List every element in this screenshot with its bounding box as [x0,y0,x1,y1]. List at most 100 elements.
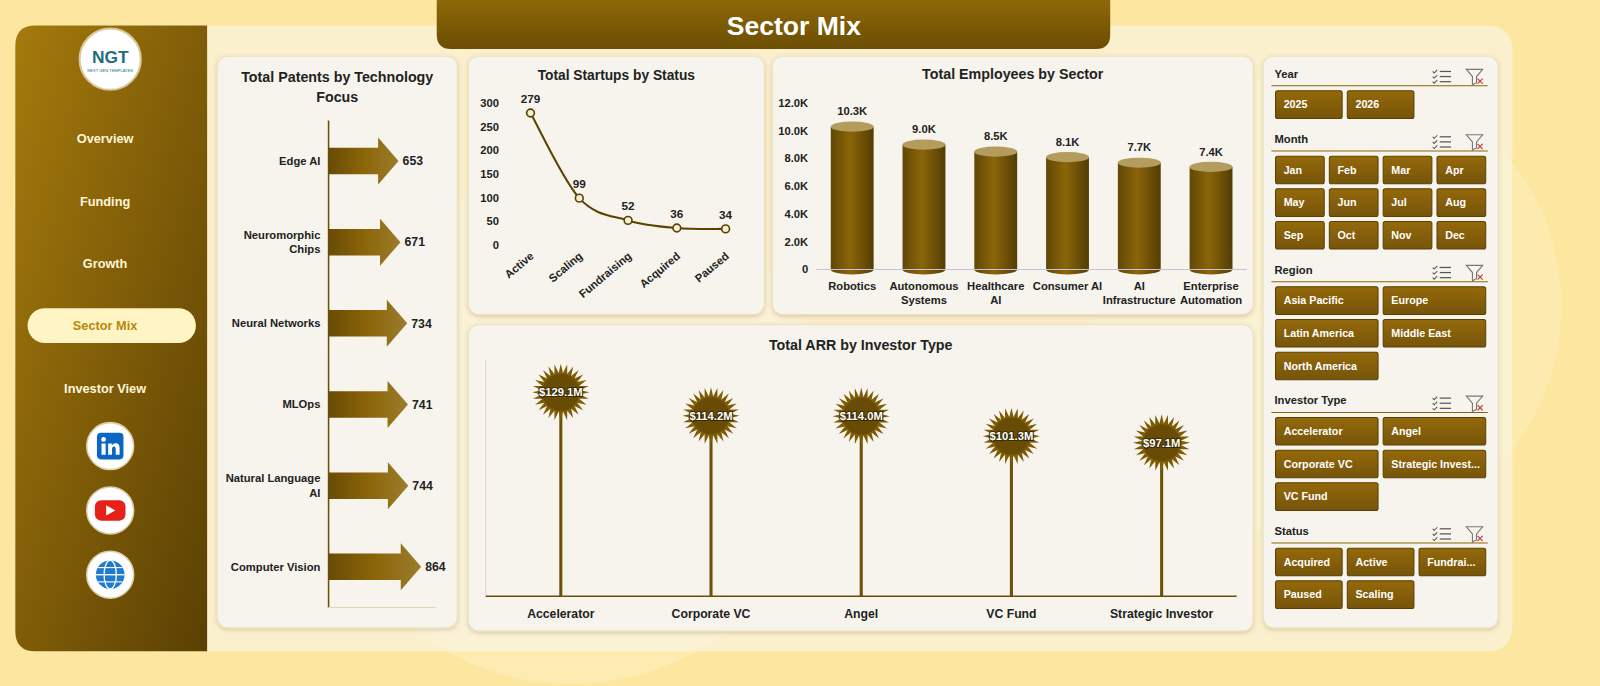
slicer-button[interactable] [1347,548,1414,576]
slicer-item[interactable]: May [1284,196,1305,208]
slicer-item[interactable]: Acquired [1284,556,1330,568]
plot [527,109,730,233]
slicer-button[interactable] [1276,320,1379,348]
slicer-button[interactable] [1276,222,1325,250]
slicer-item[interactable]: North America [1284,360,1358,372]
slicer-item[interactable]: Nov [1391,229,1411,241]
icon-clear-filter[interactable] [1466,135,1482,150]
icon-part [1440,408,1451,409]
plot [329,138,422,591]
chart-title: Total Employees by Sector [922,66,1104,82]
slicer-item[interactable]: Asia Pacific [1284,294,1344,306]
data-label: $101.3M [990,430,1034,442]
slicer-button[interactable] [1383,156,1432,184]
slicer-button[interactable] [1276,189,1325,217]
label-line: Autonomous [889,280,958,292]
icon-clear-filter[interactable] [1466,396,1482,411]
slicer-button[interactable] [1437,156,1486,184]
icon-part [1440,146,1451,147]
data-label: 8.5K [984,130,1008,142]
slicer-item[interactable]: Active [1355,556,1387,568]
slicer-button[interactable] [1276,581,1343,609]
icon-part [1440,528,1451,529]
chart-title: Total ARR by Investor Type [769,337,953,353]
icon-part [1440,267,1451,268]
icon-part [1433,271,1438,274]
nav-active[interactable] [28,308,196,343]
slicer-item[interactable]: Oct [1338,229,1356,241]
slicer-button[interactable] [1276,91,1343,119]
axis-line [486,595,1237,597]
slicer-button[interactable] [1383,222,1432,250]
slicer-button[interactable] [1383,418,1486,446]
tick-label: Neural Networks [232,317,321,329]
bar [329,543,422,590]
slicer-item[interactable]: 2025 [1284,98,1308,110]
axis-line [328,120,330,607]
label-line: AI [990,294,1001,306]
slicer-item[interactable]: Dec [1445,229,1465,241]
slicer-item[interactable]: Fundrai... [1427,556,1475,568]
slicer-button[interactable] [1383,450,1486,478]
slicer-button[interactable] [1276,156,1325,184]
nav-item[interactable]: Investor View [64,381,146,396]
nav-item[interactable]: Funding [80,194,130,209]
slicer-button[interactable] [1276,483,1379,511]
icon-part [1433,276,1438,279]
icon[interactable] [87,423,134,470]
slicer-button[interactable] [1329,156,1378,184]
marker-head [1143,424,1180,461]
slicer-button[interactable] [1329,189,1378,217]
background [0,0,1600,686]
slicer-item[interactable]: Europe [1391,294,1428,306]
slicer-underline [1271,543,1487,544]
slicer-button[interactable] [1383,287,1486,315]
nav-item[interactable]: Sector Mix [73,318,137,333]
slicer-button[interactable] [1276,450,1379,478]
icon-clear-filter[interactable] [1466,265,1482,280]
slicer-underline [1271,85,1487,86]
point [624,217,632,225]
slicer-button[interactable] [1329,222,1378,250]
slicer-button[interactable] [1383,320,1486,348]
slicer-item[interactable]: Latin America [1284,327,1355,339]
icon-clear-filter[interactable] [1466,527,1482,542]
slicer-item[interactable]: Aug [1445,196,1466,208]
slicer-item[interactable]: Jan [1284,164,1302,176]
slicer-item[interactable]: Jul [1391,196,1406,208]
slicer-item[interactable]: Apr [1445,164,1463,176]
slicer-item[interactable]: Accelerator [1284,425,1343,437]
slicer-item[interactable]: Sep [1284,229,1304,241]
tick-label: Natural LanguageAI [226,472,321,498]
slicer-button[interactable] [1347,91,1414,119]
icon[interactable] [87,487,134,534]
slicer-button[interactable] [1276,418,1379,446]
label-line: Total Patents by Technology [241,69,433,85]
slicer-button[interactable] [1276,352,1379,380]
marker-head [1133,414,1190,471]
slicer-item[interactable]: Scaling [1355,588,1393,600]
icon-clear-filter[interactable] [1466,69,1482,84]
slicer-item[interactable]: Corporate VC [1284,458,1353,470]
slicer-button[interactable] [1276,548,1343,576]
nav-item[interactable]: Growth [83,256,128,271]
slicer-item[interactable]: 2026 [1355,98,1379,110]
slicer-button[interactable] [1437,222,1486,250]
slicer-item[interactable]: Mar [1391,164,1410,176]
slicer-item[interactable]: Paused [1284,588,1322,600]
slicer-button[interactable] [1276,287,1379,315]
slicer-item[interactable]: Jun [1338,196,1357,208]
slicer-button[interactable] [1347,581,1414,609]
slicer-item[interactable]: Middle East [1391,327,1451,339]
slicer-button[interactable] [1383,189,1432,217]
slicer-item[interactable]: Strategic Invest... [1391,458,1480,470]
icon[interactable] [87,551,134,598]
slicer-button[interactable] [1419,548,1486,576]
nav-item[interactable]: Overview [77,131,134,146]
slicer-button[interactable] [1437,189,1486,217]
slicer-item[interactable]: Angel [1391,425,1421,437]
panel [1263,56,1498,628]
slicer-item[interactable]: Feb [1338,164,1357,176]
data-label: 741 [412,398,433,412]
slicer-item[interactable]: VC Fund [1284,490,1328,502]
